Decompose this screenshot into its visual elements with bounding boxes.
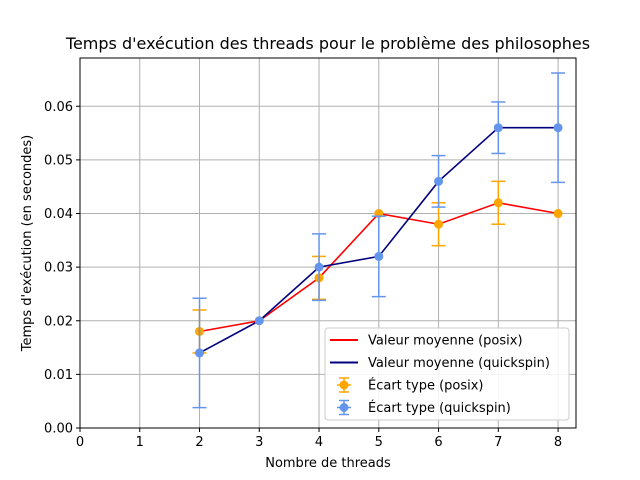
x-tick-label: 7	[494, 435, 502, 450]
data-point	[493, 198, 503, 208]
data-point	[374, 251, 384, 261]
y-tick-label: 0.05	[44, 153, 73, 168]
legend-entry-label: Valeur moyenne (posix)	[368, 334, 523, 349]
ticks: 0 1 2 3 4 5 6 7 8 0.00 0.01 0.02 0.03 0.04 0.05 0.06	[44, 100, 562, 450]
data-point	[493, 123, 503, 133]
x-tick-label: 1	[136, 435, 144, 450]
legend-marker-swatch	[339, 403, 349, 412]
y-tick-label: 0.03	[44, 261, 73, 276]
data-point	[434, 219, 444, 229]
y-tick-label: 0.02	[44, 314, 73, 329]
y-axis-label: Temps d'exécution (en secondes)	[20, 135, 35, 353]
data-point	[553, 123, 563, 133]
x-tick-label: 5	[375, 435, 383, 450]
y-tick-label: 0.06	[44, 100, 73, 115]
chart-title: Temps d'exécution des threads pour le pr…	[65, 34, 590, 53]
x-tick-label: 4	[315, 435, 323, 450]
x-tick-label: 6	[434, 435, 442, 450]
x-tick-label: 8	[554, 435, 562, 450]
data-point	[254, 316, 264, 326]
plot-frame	[79, 57, 577, 429]
legend: Valeur moyenne (posix) Valeur moyenne (qu…	[324, 327, 570, 421]
legend-box	[324, 327, 570, 421]
data-point	[553, 209, 563, 219]
x-tick-label: 0	[76, 435, 84, 450]
legend-entry-label: Écart type (posix)	[368, 378, 484, 394]
legend-marker-swatch	[339, 380, 349, 390]
data-point	[195, 348, 205, 358]
plot-area	[192, 72, 566, 409]
data-point	[314, 262, 324, 272]
y-tick-label: 0.04	[44, 207, 73, 222]
legend-entry-label: Écart type (quickspin)	[368, 400, 511, 416]
y-tick-label: 0.00	[44, 422, 73, 437]
x-axis-label: Nombre de threads	[265, 456, 391, 471]
legend-entry-label: Valeur moyenne (quickspin)	[368, 356, 550, 371]
y-tick-label: 0.01	[44, 368, 73, 383]
x-tick-label: 3	[255, 435, 263, 450]
data-point	[434, 176, 444, 186]
x-tick-label: 2	[195, 435, 203, 450]
